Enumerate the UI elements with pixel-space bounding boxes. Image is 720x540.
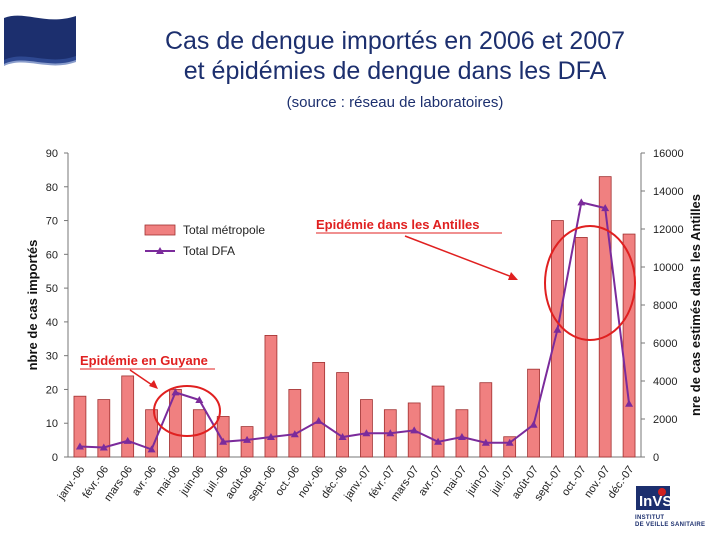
annotation-antilles-arrow [404,235,513,278]
annotation-guyane-circle [153,385,221,437]
y-left-tick-label: 30 [46,351,58,363]
point-dfa [601,204,610,212]
point-dfa [171,388,180,396]
y-right-tick-label: 16000 [653,148,684,160]
x-tick-label: juin-06 [177,464,206,499]
bar-metropole [574,237,588,458]
point-dfa [386,429,395,437]
point-dfa [553,325,562,333]
bar-metropole [312,362,326,458]
y-right-tick-label: 6000 [653,338,677,350]
bar-metropole [527,368,540,458]
bar-metropole [216,416,230,458]
y-left-tick-label: 40 [46,317,58,329]
logo-text: InVS [639,493,672,510]
point-dfa [314,416,323,424]
point-dfa [75,442,84,450]
legend-label-dfa: Total DFA [183,244,235,258]
y-axis-left-label: nbre de cas importés [25,240,40,371]
logo-subtitle-line1: INSTITUT [635,515,665,521]
y-right-tick-label: 0 [653,452,659,464]
y-right-tick-label: 14000 [653,186,684,198]
y-left-tick-label: 50 [46,283,58,295]
y-right-tick-label: 4000 [653,376,677,388]
point-dfa [338,433,347,441]
point-dfa [243,435,252,443]
bar-metropole [622,233,636,458]
line-dfa [79,201,631,451]
invs-logo: InVS [636,486,672,510]
point-dfa [147,445,156,453]
legend-swatch-metropole [144,224,176,236]
annotation-antilles-arrowhead [508,272,518,280]
bar-metropole [551,220,564,458]
point-dfa [290,430,299,438]
bar-metropole [431,385,445,458]
point-dfa [219,437,228,445]
bar-metropole [288,389,302,458]
bar-metropole [479,382,493,458]
y-left-tick-label: 10 [46,418,58,430]
bar-metropole [97,399,111,458]
point-dfa [481,438,490,446]
bar-metropole [598,176,612,458]
point-dfa [123,436,132,444]
y-right-tick-label: 12000 [653,224,684,236]
point-dfa [505,438,514,446]
legend-marker-dfa [156,247,164,254]
x-tick-label: janv.-06 [55,464,87,503]
point-dfa [457,433,466,441]
point-dfa [529,420,538,428]
point-dfa [434,437,443,445]
point-dfa [577,198,586,206]
annotation-antilles-circle [544,225,636,341]
annotation-antilles: Epidémie dans les Antilles [316,217,480,232]
y-right-tick-label: 10000 [653,262,684,274]
chart-title-line2: et épidémies de dengue dans les DFA [183,57,607,85]
chart-source: (source : réseau de laboratoires) [286,94,504,111]
point-dfa [410,426,419,434]
bar-metropole [336,372,349,458]
y-right-tick-label: 8000 [653,300,677,312]
y-right-tick-label: 2000 [653,414,677,426]
x-tick-label: mai-06 [154,464,183,498]
point-dfa [362,429,371,437]
y-left-tick-label: 90 [46,148,58,160]
y-left-tick-label: 0 [52,452,58,464]
point-dfa [266,433,275,441]
logo-subtitle-line2: DE VEILLE SANITAIRE [635,522,706,528]
bar-metropole [121,375,135,458]
bar-metropole [360,399,373,458]
flag-logo [4,15,76,66]
bar-metropole [264,334,278,458]
point-dfa [195,396,204,403]
x-tick-label: mai-07 [440,464,469,498]
annotation-guyane: Epidémie en Guyane [80,353,208,368]
y-left-tick-label: 70 [46,216,58,228]
bar-metropole [73,395,87,458]
bar-metropole [503,436,517,458]
legend-label-metropole: Total métropole [183,223,265,237]
x-tick-label: juin-07 [464,464,493,499]
y-axis-right-label: nre de cas estimés dans les Antilles [688,194,703,416]
point-dfa [99,443,108,451]
y-left-tick-label: 80 [46,182,58,194]
chart-title-line1: Cas de dengue importés en 2006 et 2007 [164,27,626,55]
y-left-tick-label: 60 [46,249,58,261]
logo-subtitle: INSTITUT DE VEILLE SANITAIRE [635,515,705,529]
annotation-guyane-arrowhead [149,380,158,389]
bar-metropole [169,389,182,458]
point-dfa [625,399,634,407]
y-left-tick-label: 20 [46,384,58,396]
